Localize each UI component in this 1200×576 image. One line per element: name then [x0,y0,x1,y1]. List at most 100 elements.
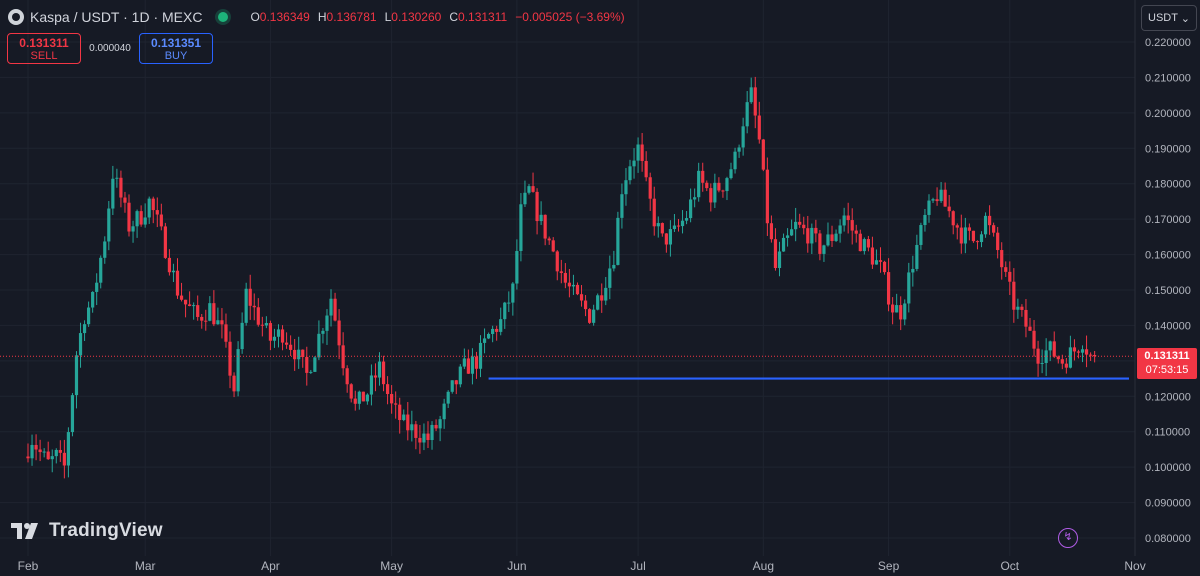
candle-body [765,169,769,224]
candle-body [272,336,277,341]
candle-body [596,295,600,310]
candle-body [280,329,285,343]
candle-body [830,234,834,241]
candle-body [515,251,519,284]
candle-body [874,260,879,265]
candle-body [317,333,321,358]
candle-body [1093,354,1097,357]
candle-body [135,211,139,227]
candle-body [588,309,592,323]
candle-body [495,328,499,332]
candle-body [499,319,503,332]
candle-body [1060,359,1064,364]
candle-body [446,391,450,404]
candle-body [220,320,224,325]
close-value: 0.131311 [458,10,508,24]
candle-body [333,298,337,321]
candle-body [660,223,664,234]
symbol-title[interactable]: Kaspa / USDT · 1D · MEXC [30,9,203,25]
candle-body [1004,267,1008,272]
candle-body [794,221,798,230]
candle-body [240,322,244,350]
x-tick-label: Mar [135,559,156,573]
candle-body [474,356,479,369]
x-tick-label: Apr [261,559,280,573]
candle-body [721,190,725,192]
x-axis[interactable]: Feb Mar Apr May Jun Jul Aug Sep Oct Nov [18,559,1146,573]
candle-body [208,303,212,321]
buy-label: BUY [164,50,188,62]
candle-body [103,241,107,258]
candle-body [115,177,119,179]
candle-body [640,144,644,161]
y-axis[interactable]: 0.220000 0.210000 0.200000 0.190000 0.180000… [1145,37,1191,545]
candle-body [1000,250,1004,268]
last-price-tag: 0.131311 07:53:15 [1137,348,1197,379]
candle-body [713,182,717,203]
candle-body [551,240,555,252]
candle-body [975,241,980,243]
candle-body [842,215,846,226]
market-status-icon[interactable] [218,12,229,22]
candle-body [309,371,313,373]
tradingview-logo[interactable]: TradingView [11,520,163,542]
candle-body [858,233,862,252]
candle-body [927,200,931,215]
candle-body [608,268,612,288]
candle-body [709,188,713,203]
candle-body [260,324,264,326]
candle-body [458,366,462,385]
candle-body [30,444,34,459]
change-value: −0.005025 (−3.69%) [515,10,625,24]
candle-body [1056,356,1060,360]
candle-body [717,182,721,191]
candle-body [895,305,899,313]
x-tick-label: May [380,559,403,573]
candle-body [414,424,418,438]
candle-body [131,226,135,232]
candle-body [462,358,466,367]
candle-body [50,456,54,460]
candle-body [91,291,95,308]
candle-body [66,432,71,466]
candle-body [410,424,414,431]
buy-button[interactable]: 0.131351 BUY [139,33,213,64]
candle-body [398,404,402,421]
candle-body [171,270,176,273]
candle-body [503,302,507,320]
candle-body [943,189,947,207]
sell-button[interactable]: 0.131311 SELL [7,33,81,64]
candle-body [624,180,628,195]
candle-body [228,341,232,376]
candle-body [99,257,103,283]
candle-body [70,395,75,433]
candle-body [866,239,870,248]
candle-body [1084,349,1089,355]
candle-body [107,208,111,242]
candle-body [822,245,826,254]
candle-body [365,394,369,402]
candle-body [167,257,172,273]
candle-body [567,282,571,287]
candle-body [511,283,515,303]
candle-body [971,230,976,242]
candle-body [293,349,297,360]
candle-body [777,251,782,269]
y-tick-label: 0.150000 [1145,285,1191,297]
open-value: 0.136349 [259,10,310,24]
candle-body [648,177,652,199]
candle-body [284,342,289,345]
candle-body [862,239,866,252]
candle-body [939,189,943,202]
candle-body [434,424,438,429]
candle-body [297,349,301,360]
flash-icon[interactable]: ↯ [1058,528,1078,548]
candle-body [680,220,685,227]
x-tick-label: Nov [1124,559,1145,573]
candle-body [919,225,923,245]
candle-body [539,214,543,222]
currency-selector[interactable]: USDT ⌄ [1141,5,1197,31]
candle-body [204,320,208,322]
